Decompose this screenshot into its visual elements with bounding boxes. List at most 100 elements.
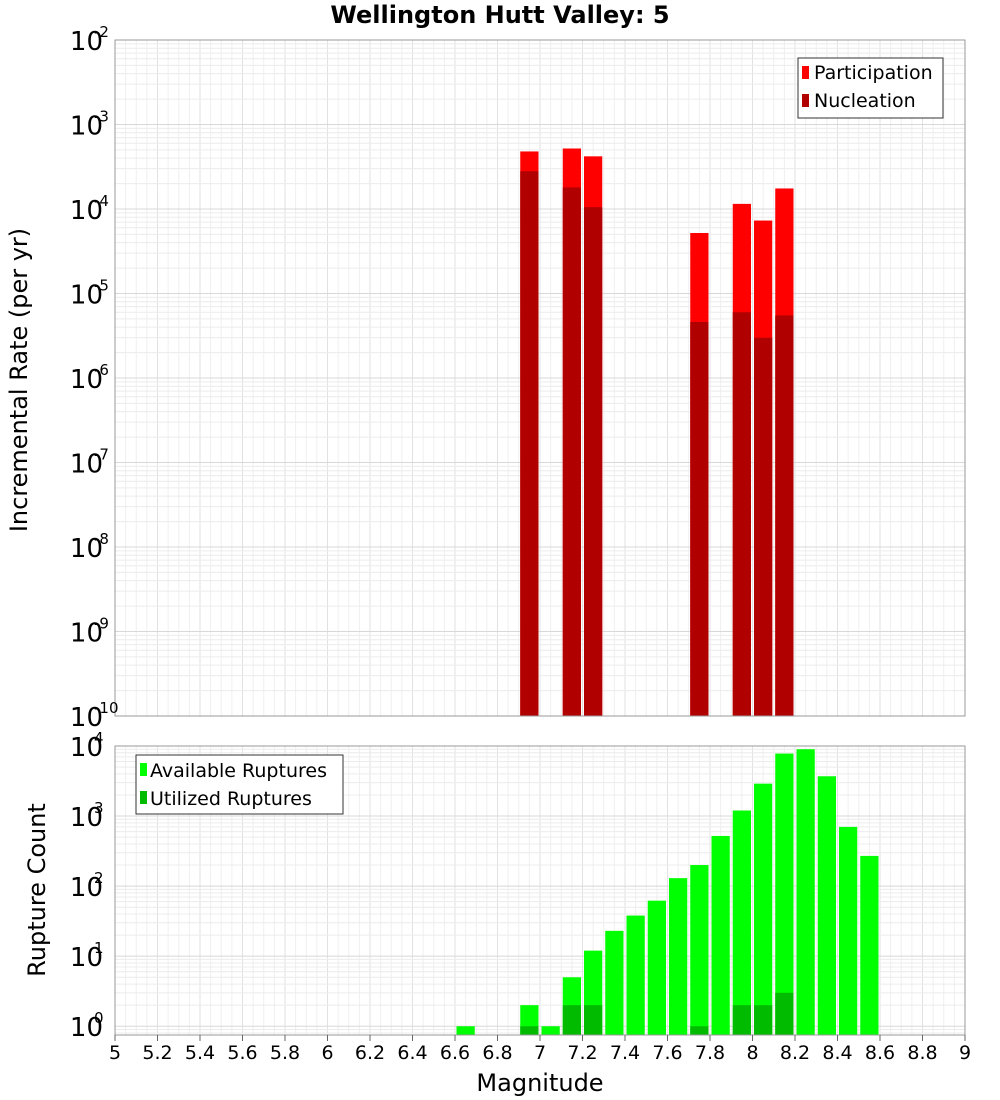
nucleation-bar: [732, 312, 751, 716]
available-ruptures-bar: [541, 1026, 560, 1035]
top-y-tick-exponent: -3: [94, 108, 109, 126]
top-y-tick-base: 10: [70, 27, 103, 57]
x-axis: 5 5.2 5.4 5.6 5.8 6 6.2 6.4 6.6 6.8 7 7.2 7.4 7.6 7.8 8…: [109, 1035, 971, 1064]
x-tick-label: 7.8: [695, 1042, 725, 1064]
x-tick-label: 5.6: [227, 1042, 257, 1064]
top-y-tick-exponent: -6: [94, 361, 109, 379]
x-tick-label: 7.2: [567, 1042, 597, 1064]
utilized-ruptures-bar: [754, 1005, 773, 1035]
available-ruptures-bar: [860, 855, 879, 1035]
top-panel-grid: [114, 39, 966, 717]
legend-label-nucleation: Nucleation: [814, 90, 916, 112]
available-ruptures-bar: [711, 835, 730, 1035]
bottom-y-tick-base: 10: [70, 943, 103, 973]
legend-swatch-nucleation: [802, 94, 809, 107]
x-tick-label: 8.2: [780, 1042, 810, 1064]
bottom-y-tick-base: 10: [70, 803, 103, 833]
utilized-ruptures-bar: [520, 1026, 539, 1035]
legend-swatch-utilized: [140, 791, 147, 804]
bottom-y-tick-exponent: 4: [94, 729, 104, 747]
top-y-tick-exponent: -5: [94, 277, 109, 295]
available-ruptures-bar: [647, 900, 666, 1035]
bottom-y-tick-label: 101: [70, 939, 104, 973]
top-legend-box: [797, 57, 944, 119]
nucleation-bar: [690, 321, 709, 716]
x-tick-label: 5: [109, 1042, 121, 1064]
legend-swatch-available: [140, 763, 147, 776]
top-y-tick-base: 10: [70, 112, 103, 142]
top-y-tick-exponent: -7: [94, 446, 109, 464]
x-tick-label: 6.2: [355, 1042, 385, 1064]
bottom-y-tick-base: 10: [70, 733, 103, 763]
available-ruptures-bar: [605, 930, 624, 1035]
legend-label-utilized: Utilized Ruptures: [150, 788, 312, 810]
top-y-tick-base: 10: [70, 281, 103, 311]
x-axis-label: Magnitude: [476, 1069, 603, 1097]
bottom-legend-box: [135, 754, 344, 815]
available-ruptures-bar: [669, 878, 688, 1035]
bottom-y-tick-exponent: 2: [94, 869, 104, 887]
x-tick-label: 8: [746, 1042, 758, 1064]
nucleation-bar: [754, 337, 773, 716]
x-tick-label: 7: [534, 1042, 546, 1064]
top-y-tick-base: 10: [70, 196, 103, 226]
utilized-ruptures-bar: [584, 1005, 603, 1035]
top-y-tick-exponent: -2: [94, 23, 109, 41]
top-y-tick-label: 10-9: [70, 615, 109, 649]
bottom-y-tick-label: 104: [70, 729, 104, 763]
x-tick-label: 7.4: [610, 1042, 640, 1064]
available-ruptures-bar: [690, 865, 709, 1035]
top-y-tick-exponent: -8: [94, 530, 109, 548]
nucleation-bar: [562, 187, 581, 717]
chart-title: Wellington Hutt Valley: 5: [330, 1, 669, 29]
top-y-tick-label: 10-8: [70, 530, 109, 564]
top-y-tick-label: 10-3: [70, 108, 109, 142]
top-y-axis-label: Incremental Rate (per yr): [5, 228, 33, 532]
x-tick-label: 8.6: [865, 1042, 895, 1064]
available-ruptures-bar: [754, 783, 773, 1035]
x-tick-label: 8.4: [822, 1042, 852, 1064]
nucleation-bar: [775, 315, 794, 716]
available-ruptures-bar: [796, 749, 815, 1035]
top-y-tick-label: 10-6: [70, 361, 109, 395]
x-tick-label: 9: [959, 1042, 971, 1064]
bottom-y-tick-label: 100: [70, 1009, 104, 1043]
available-ruptures-bar: [839, 826, 858, 1035]
top-y-tick-exponent: -10: [94, 699, 119, 717]
x-tick-label: 5.2: [142, 1042, 172, 1064]
top-y-tick-exponent: -9: [94, 615, 109, 633]
top-y-tick-base: 10: [70, 619, 103, 649]
legend-label-available: Available Ruptures: [150, 760, 327, 782]
available-ruptures-bar: [775, 753, 794, 1035]
top-y-tick-label: 10-10: [70, 699, 119, 733]
available-ruptures-bar: [456, 1026, 475, 1035]
top-y-tick-label: 10-5: [70, 277, 109, 311]
nucleation-bar: [584, 207, 603, 716]
legend-label-participation: Participation: [814, 62, 933, 84]
bottom-y-tick-exponent: 3: [94, 799, 104, 817]
bottom-y-tick-exponent: 0: [94, 1009, 104, 1027]
x-tick-label: 8.8: [907, 1042, 937, 1064]
bottom-y-axis-label: Rupture Count: [23, 803, 51, 977]
top-y-tick-base: 10: [70, 450, 103, 480]
available-ruptures-bar: [626, 915, 645, 1035]
x-tick-label: 6.8: [482, 1042, 512, 1064]
x-tick-label: 5.8: [270, 1042, 300, 1064]
bottom-y-tick-label: 102: [70, 869, 104, 903]
top-y-tick-base: 10: [70, 534, 103, 564]
nucleation-bar: [520, 171, 539, 716]
top-y-tick-label: 10-2: [70, 23, 109, 57]
available-ruptures-bar: [817, 776, 836, 1035]
top-legend: Participation Nucleation: [797, 57, 944, 119]
top-plot-frame: [114, 39, 966, 717]
utilized-ruptures-bar: [690, 1026, 709, 1035]
utilized-ruptures-bar: [732, 1005, 751, 1035]
available-ruptures-bar: [732, 810, 751, 1035]
top-y-tick-base: 10: [70, 703, 103, 733]
bottom-y-tick-base: 10: [70, 1013, 103, 1043]
bottom-y-tick-exponent: 1: [94, 939, 104, 957]
x-tick-label: 7.6: [652, 1042, 682, 1064]
legend-swatch-participation: [802, 66, 809, 79]
top-y-tick-label: 10-7: [70, 446, 109, 480]
